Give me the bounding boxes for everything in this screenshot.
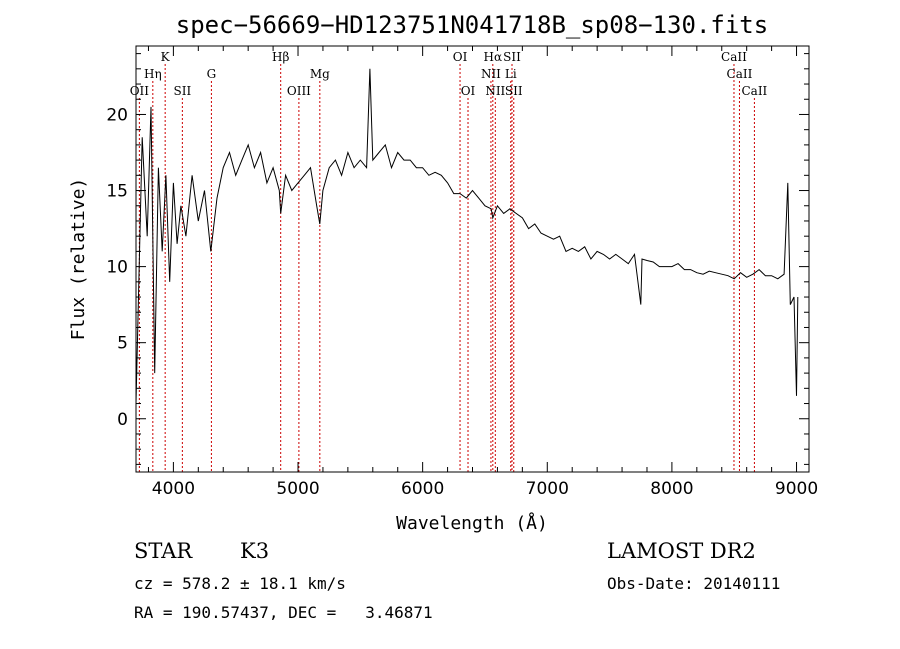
x-tick-label: 8000	[650, 479, 693, 499]
y-axis-label: Flux (relative)	[68, 178, 89, 341]
spectral-line-label: Li	[505, 67, 517, 81]
x-tick-label: 9000	[775, 479, 818, 499]
y-tick-label: 20	[106, 105, 128, 125]
x-tick-label: 4000	[152, 479, 195, 499]
y-tick-label: 10	[106, 258, 128, 278]
spectral-line-label: Mg	[310, 67, 330, 81]
spectral-line-label: NII	[485, 84, 505, 98]
line-label-layer: OIIHηKSIIGHβOIIIMgOIOINIIHαNIILiSIISIICa…	[130, 50, 768, 98]
coordinates: RA = 190.57437, DEC = 3.46871	[134, 603, 433, 622]
spectrum-line	[135, 68, 799, 404]
observation-date: Obs-Date: 20140111	[607, 574, 781, 593]
spectral-line-label: NII	[481, 67, 501, 81]
spectral-line-label: CaII	[727, 67, 753, 81]
line-marker-layer	[138, 64, 755, 472]
spectral-line-label: SII	[503, 50, 521, 64]
spectral-line-label: SII	[505, 84, 523, 98]
x-axis-label: Wavelength (Å)	[396, 512, 548, 534]
spectral-line-label: Hβ	[272, 50, 289, 64]
x-tick-label: 5000	[276, 479, 319, 499]
survey-name: LAMOST DR2	[607, 539, 756, 563]
object-class: STAR	[134, 539, 193, 563]
y-tick-label: 15	[106, 182, 128, 202]
spectral-line-label: SII	[174, 84, 192, 98]
spectral-line-label: Hα	[484, 50, 503, 64]
axis-tick-layer: 4000 5000 6000 7000 8000 9000 0 5 10 15 20	[106, 46, 818, 499]
spectral-line-label: G	[207, 67, 217, 81]
spectral-line-label: OI	[453, 50, 468, 64]
y-tick-label: 5	[117, 334, 128, 354]
spectral-line-label: K	[161, 50, 171, 64]
y-tick-label: 0	[117, 410, 128, 430]
object-subclass: K3	[240, 539, 270, 563]
redshift-velocity: cz = 578.2 ± 18.1 km/s	[134, 574, 346, 593]
spectral-line-label: CaII	[721, 50, 747, 64]
x-tick-label: 7000	[526, 479, 569, 499]
spectral-line-label: OII	[130, 84, 150, 98]
spectral-line-label: CaII	[741, 84, 767, 98]
plot-frame	[135, 45, 810, 473]
spectral-line-label: Hη	[144, 67, 162, 81]
spectral-line-label: OI	[461, 84, 476, 98]
chart-title: spec−56669−HD123751N041718B_sp08−130.fit…	[176, 11, 768, 39]
x-tick-label: 6000	[401, 479, 444, 499]
spectral-line-label: OIII	[287, 84, 311, 98]
